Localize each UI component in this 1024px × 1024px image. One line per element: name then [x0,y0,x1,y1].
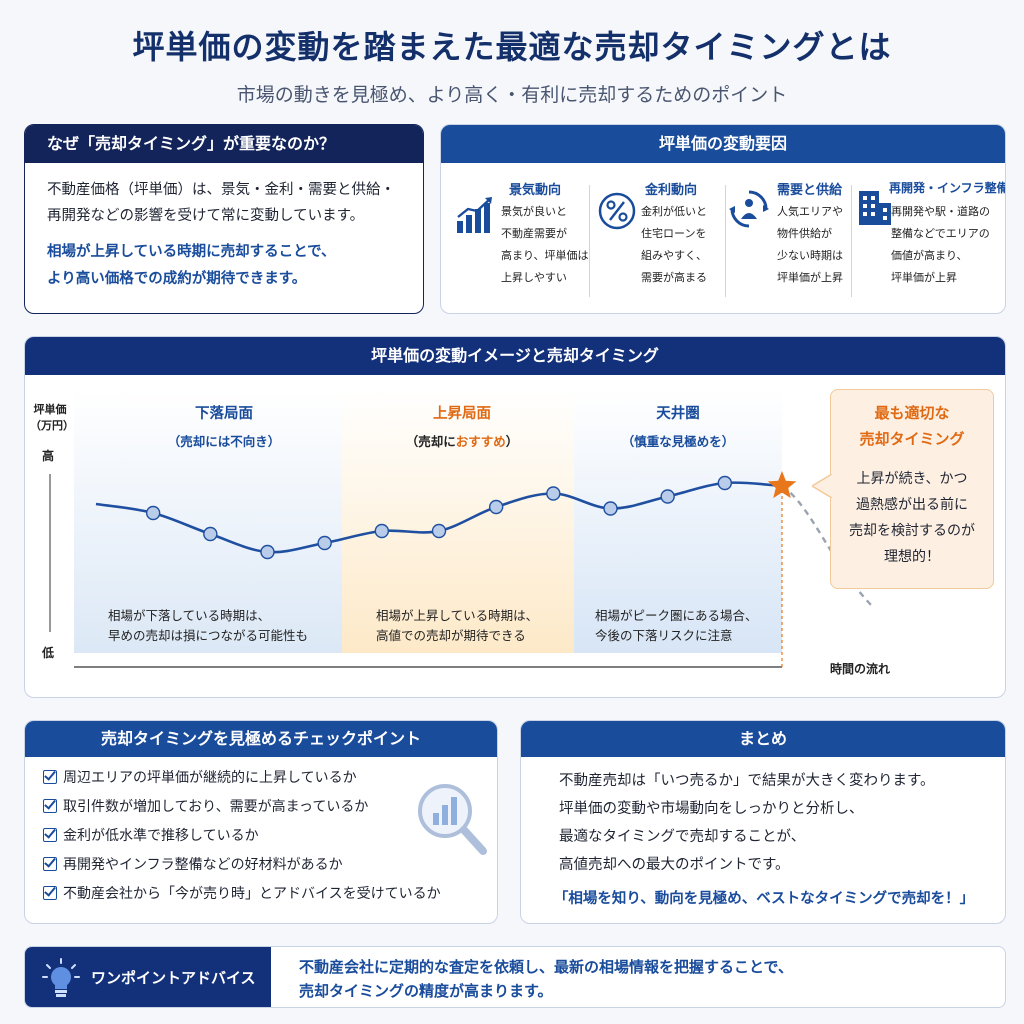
checkpoint-item: 周辺エリアの坪単価が継続的に上昇しているか [43,767,357,787]
y-axis-high: 高 [42,449,55,463]
factor-redevelopment-desc: 再開発や駅・道路の 整備などでエリアの 価値が高まり、 坪単価が上昇 [891,205,990,284]
factor-supply-name: 需要と供給 [777,183,843,198]
summary-emphasis: 「相場を知り、動向を見極め、ベストなタイミングで売却を！」 [553,891,975,907]
advice-tag-label: ワンポイントアドバイス [91,969,256,987]
phase-sub-peak: （慎重な見極めを） [621,434,735,449]
phase-title-rise: 上昇局面 [433,406,491,422]
factor-interest-desc: 金利が低いと 住宅ローンを 組みやすく、 需要が高まる [641,205,707,284]
x-axis-label: 時間の流れ [830,662,891,676]
chart-heading: 坪単価の変動イメージと売却タイミング [25,337,1005,375]
summary-card: まとめ 不動産売却は「いつ売るか」で結果が大きく変わります。 坪単価の変動や市場… [520,720,1006,924]
factor-divider [851,185,852,297]
phase-title-peak: 天井圏 [656,406,700,422]
callout-body: 上昇が続き、かつ 過熱感が出る前に 売却を検討するのが 理想的！ [849,471,975,565]
checkpoints-card: 売却タイミングを見極めるチェックポイント 周辺エリアの坪単価が継続的に上昇してい… [24,720,498,924]
factor-economy-name: 景気動向 [509,183,562,198]
factor-divider [589,185,590,297]
factor-interest-name: 金利動向 [645,183,698,198]
bar-chart-up-icon [457,197,492,233]
summary-heading: まとめ [521,721,1005,757]
why-emphasis-line-2: より高い価格での成約が期待できます。 [47,271,307,287]
callout-pointer [812,474,832,498]
checkbox-checked-icon [43,857,57,871]
checkpoints-heading: 売却タイミングを見極めるチェックポイント [25,721,497,757]
phase-sub-decline: （売却には不向き） [167,434,281,449]
why-card: なぜ「売却タイミング」が重要なのか？ 不動産価格（坪単価）は、景気・金利・需要と… [24,124,424,314]
page-subtitle: 市場の動きを見極め、より高く・有利に売却するためのポイント [236,84,788,106]
magnifier-chart-icon [418,784,487,855]
factors-heading: 坪単価の変動要因 [441,125,1005,163]
phase-note-peak: 相場がピーク圏にある場合、 今後の下落リスクに注意 [595,608,758,643]
y-axis-label: 坪単価 （万円） [30,403,74,432]
page-title: 坪単価の変動を踏まえた最適な売却タイミングとは [132,28,892,66]
optimal-timing-callout: 最も適切な 売却タイミング 上昇が続き、かつ 過熱感が出る前に 売却を検討するのが 理想… [830,389,994,589]
checkpoint-item: 金利が低水準で推移しているか [43,825,259,845]
why-heading: なぜ「売却タイミング」が重要なのか？ [25,125,423,163]
checkbox-checked-icon [43,770,57,784]
checkpoint-item: 不動産会社から「今が売り時」とアドバイスを受けているか [43,883,441,903]
phase-sub-rise: （売却におすすめ） [405,434,519,449]
checkpoint-item: 再開発やインフラ整備などの好材料があるか [43,854,343,874]
summary-body: 不動産売却は「いつ売るか」で結果が大きく変わります。 坪単価の変動や市場動向をし… [559,773,935,873]
why-body-line-1: 不動産価格（坪単価）は、景気・金利・需要と供給・ [47,182,395,198]
why-emphasis-line-1: 相場が上昇している時期に売却することで、 [47,244,336,260]
y-axis-low: 低 [42,646,55,660]
factors-card: 坪単価の変動要因 景気動向 景気が良いと 不動産需要が 高まり、坪単価は 上昇しやすい… [440,124,1006,314]
phase-title-decline: 下落局面 [195,406,253,422]
lightbulb-icon [42,958,80,997]
checkbox-checked-icon [43,799,57,813]
advice-text: 不動産会社に定期的な査定を依頼し、最新の相場情報を把握することで、 売却タイミング… [299,958,793,1000]
checkbox-checked-icon [43,886,57,900]
building-icon [859,191,891,225]
factor-economy-desc: 景気が良いと 不動産需要が 高まり、坪単価は 上昇しやすい [501,205,589,284]
factor-redevelopment-name: 再開発・インフラ整備 [889,181,1006,195]
advice-tag: ワンポイントアドバイス [25,947,271,1007]
percent-icon [598,192,636,230]
phase-note-decline: 相場が下落している時期は、 早めの売却は損につながる可能性も [108,608,309,643]
factor-divider [725,185,726,297]
advice-banner: ワンポイントアドバイス 不動産会社に定期的な査定を依頼し、最新の相場情報を把握す… [24,946,1006,1008]
callout-title: 最も適切な 売却タイミング [859,404,965,448]
phase-note-rise: 相場が上昇している時期は、 高値での売却が期待できる [376,608,539,643]
supply-demand-icon [729,190,769,228]
checkpoint-item: 取引件数が増加しており、需要が高まっているか [43,796,368,816]
why-body-line-2: 再開発などの影響を受けて常に変動しています。 [47,208,365,224]
checkbox-checked-icon [43,828,57,842]
factor-supply-desc: 人気エリアや 物件供給が 少ない時期は 坪単価が上昇 [777,205,843,284]
